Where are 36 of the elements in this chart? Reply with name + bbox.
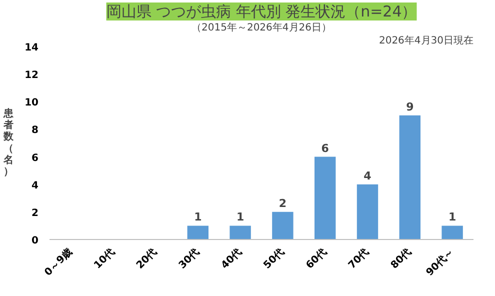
data-label: 1 <box>236 210 244 224</box>
x-tick-label: 40代 <box>218 246 244 272</box>
chart-subtitle: （2015年～2026年4月26日） <box>192 22 332 34</box>
chart-title: 岡山県 つつが虫病 年代別 発生状況（n=24） <box>106 2 417 20</box>
y-tick-label: 8 <box>32 125 39 136</box>
data-label: 1 <box>194 210 202 224</box>
bar <box>230 226 251 240</box>
y-axis-title: 患者数（名） <box>2 108 15 178</box>
data-label: 9 <box>406 100 414 114</box>
text: 2026年4月30日現在 <box>378 34 474 46</box>
bar <box>442 226 463 240</box>
x-tick-label: 50代 <box>261 246 287 272</box>
x-tick-label: 90代～ <box>424 246 456 278</box>
data-label: 4 <box>364 169 372 182</box>
x-tick-label: 60代 <box>304 246 329 272</box>
data-label: 6 <box>321 142 330 155</box>
y-tick-label: 10 <box>24 98 39 109</box>
bar <box>356 184 378 240</box>
data-label: 2 <box>278 196 287 210</box>
y-tick-label: 12 <box>24 70 39 82</box>
x-tick-label: 70代 <box>346 246 372 272</box>
x-tick-label: 20代 <box>134 246 160 272</box>
x-tick-label: 10代 <box>92 246 117 272</box>
x-tick-label: 30代 <box>176 246 202 272</box>
bar <box>272 212 294 240</box>
bar <box>187 226 208 240</box>
y-tick-label: 6 <box>32 152 39 164</box>
y-tick-label: 4 <box>32 180 39 192</box>
y-tick-label: 14 <box>24 42 39 54</box>
data-label: 1 <box>448 210 456 224</box>
y-tick-label: 2 <box>32 208 39 219</box>
bar <box>314 156 336 240</box>
bar <box>399 115 420 240</box>
y-tick-label: 0 <box>32 236 39 246</box>
x-tick-label: 0～9歳 <box>42 246 75 278</box>
x-tick-label: 80代 <box>388 246 414 272</box>
